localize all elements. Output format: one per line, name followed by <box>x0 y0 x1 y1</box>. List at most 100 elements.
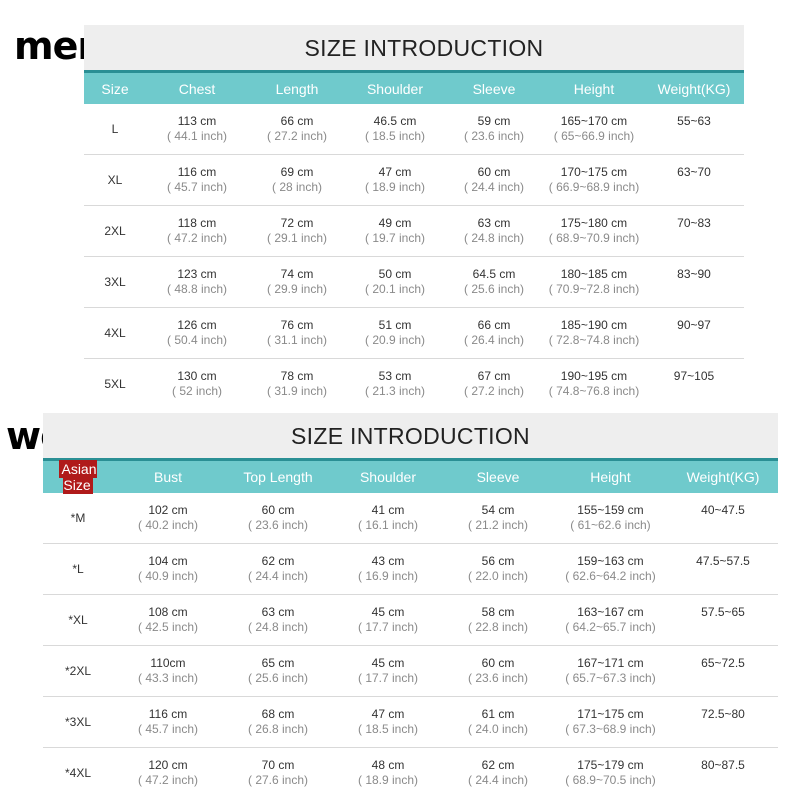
shoulder-cm-value: 48 cm <box>371 758 405 772</box>
height-inch-value: ( 61~62.6 inch) <box>570 518 651 532</box>
chest-cell: 116 cm( 45.7 inch) <box>146 154 248 206</box>
table-row: 4XL 126 cm( 50.4 inch) 76 cm( 31.1 inch) 51… <box>84 307 744 359</box>
height-inch-value: ( 62.6~64.2 inch) <box>565 569 656 583</box>
length-inch-value: ( 29.9 inch) <box>266 282 328 296</box>
size-cell: *2XL <box>43 645 113 697</box>
size-value: *XL <box>68 612 88 627</box>
height-cell: 180~185 cm( 70.9~72.8 inch) <box>544 256 644 308</box>
sleeve-cm-value: 62 cm <box>481 758 515 772</box>
women-title-divider <box>43 458 778 461</box>
height-cell: 190~195 cm( 74.8~76.8 inch) <box>544 359 644 410</box>
length-cm-value: 72 cm <box>280 216 314 230</box>
sleeve-cell: 56 cm( 22.0 inch) <box>443 543 553 595</box>
column-header-weight: Weight(KG) <box>668 461 778 493</box>
shoulder-inch-value: ( 16.1 inch) <box>357 518 419 532</box>
sleeve-cell: 67 cm( 27.2 inch) <box>444 359 544 410</box>
table-row: XL 116 cm( 45.7 inch) 69 cm( 28 inch) 47 cm… <box>84 154 744 206</box>
size-cell: *L <box>43 543 113 595</box>
height-cell: 171~175 cm( 67.3~68.9 inch) <box>553 696 668 748</box>
shoulder-cell: 43 cm( 16.9 inch) <box>333 543 443 595</box>
length-cm-value: 66 cm <box>280 114 314 128</box>
sleeve-inch-value: ( 21.2 inch) <box>467 518 529 532</box>
table-row: *XL 108 cm( 42.5 inch) 63 cm( 24.8 inch) 45… <box>43 594 778 646</box>
height-cm-value: 170~175 cm <box>560 165 628 179</box>
asian-size-highlight: Asian Size <box>59 460 97 494</box>
chest-inch-value: ( 44.1 inch) <box>166 129 228 143</box>
chest-cm-value: 116 cm <box>177 165 217 179</box>
chest-cell: 126 cm( 50.4 inch) <box>146 307 248 359</box>
column-header-asian-size: Asian Size <box>43 460 113 494</box>
chest-cm-value: 130 cm <box>177 369 217 383</box>
length-inch-value: ( 26.8 inch) <box>247 722 309 736</box>
weight-value: 65~72.5 <box>701 655 745 670</box>
bust-cm-value: 116 cm <box>148 707 188 721</box>
bust-cm-value: 108 cm <box>148 605 188 619</box>
sleeve-cm-value: 60 cm <box>477 165 511 179</box>
shoulder-cm-value: 53 cm <box>378 369 412 383</box>
weight-value: 40~47.5 <box>701 502 745 517</box>
length-inch-value: ( 27.6 inch) <box>247 773 309 787</box>
chest-cm-value: 123 cm <box>177 267 217 281</box>
size-cell: L <box>84 104 146 155</box>
chest-inch-value: ( 47.2 inch) <box>166 231 228 245</box>
column-header-height: Height <box>544 73 644 104</box>
bust-cm-value: 120 cm <box>148 758 188 772</box>
shoulder-cm-value: 43 cm <box>371 554 405 568</box>
sleeve-inch-value: ( 24.8 inch) <box>463 231 525 245</box>
height-inch-value: ( 68.9~70.5 inch) <box>565 773 656 787</box>
shoulder-cm-value: 41 cm <box>371 503 405 517</box>
length-cm-value: 70 cm <box>261 758 295 772</box>
column-header-weight: Weight(KG) <box>644 73 744 104</box>
size-cell: 2XL <box>84 205 146 257</box>
bust-inch-value: ( 47.2 inch) <box>137 773 199 787</box>
sleeve-cm-value: 58 cm <box>481 605 515 619</box>
sleeve-cell: 59 cm( 23.6 inch) <box>444 104 544 155</box>
men-size-title: SIZE INTRODUCTION <box>84 25 744 71</box>
shoulder-cell: 45 cm( 17.7 inch) <box>333 594 443 646</box>
sleeve-cm-value: 54 cm <box>481 503 515 517</box>
shoulder-cell: 50 cm( 20.1 inch) <box>346 256 444 308</box>
sleeve-cell: 66 cm( 26.4 inch) <box>444 307 544 359</box>
length-cm-value: 78 cm <box>280 369 314 383</box>
sleeve-cell: 60 cm( 23.6 inch) <box>443 645 553 697</box>
height-cm-value: 175~179 cm <box>577 758 644 772</box>
chest-inch-value: ( 45.7 inch) <box>166 180 228 194</box>
shoulder-cell: 47 cm( 18.9 inch) <box>346 154 444 206</box>
chest-cell: 113 cm( 44.1 inch) <box>146 104 248 155</box>
chest-cell: 118 cm( 47.2 inch) <box>146 205 248 257</box>
sleeve-inch-value: ( 27.2 inch) <box>463 384 525 398</box>
chest-inch-value: ( 52 inch) <box>171 384 223 398</box>
weight-value: 55~63 <box>677 113 711 128</box>
sleeve-cm-value: 60 cm <box>481 656 515 670</box>
sleeve-cell: 54 cm( 21.2 inch) <box>443 493 553 544</box>
length-inch-value: ( 24.8 inch) <box>247 620 309 634</box>
shoulder-cell: 51 cm( 20.9 inch) <box>346 307 444 359</box>
chest-cell: 130 cm( 52 inch) <box>146 359 248 410</box>
weight-cell: 57.5~65 <box>668 594 778 646</box>
length-cell: 62 cm( 24.4 inch) <box>223 543 333 595</box>
weight-cell: 83~90 <box>644 256 744 308</box>
size-cell: *3XL <box>43 696 113 748</box>
weight-value: 63~70 <box>677 164 711 179</box>
length-inch-value: ( 27.2 inch) <box>266 129 328 143</box>
bust-inch-value: ( 42.5 inch) <box>137 620 199 634</box>
shoulder-inch-value: ( 21.3 inch) <box>364 384 426 398</box>
height-cm-value: 175~180 cm <box>560 216 628 230</box>
size-value: 5XL <box>104 376 126 391</box>
shoulder-inch-value: ( 18.5 inch) <box>357 722 419 736</box>
table-row: 5XL 130 cm( 52 inch) 78 cm( 31.9 inch) 53 c… <box>84 359 744 410</box>
shoulder-inch-value: ( 18.9 inch) <box>364 180 426 194</box>
table-row: *4XL 120 cm( 47.2 inch) 70 cm( 27.6 inch) 4… <box>43 748 778 799</box>
shoulder-inch-value: ( 19.7 inch) <box>364 231 426 245</box>
bust-cell: 110cm( 43.3 inch) <box>113 645 223 697</box>
sleeve-cm-value: 66 cm <box>477 318 511 332</box>
size-cell: XL <box>84 154 146 206</box>
size-value: XL <box>107 172 123 187</box>
chest-inch-value: ( 48.8 inch) <box>166 282 228 296</box>
table-row: 3XL 123 cm( 48.8 inch) 74 cm( 29.9 inch) 50… <box>84 256 744 308</box>
column-header-length: Length <box>248 73 346 104</box>
size-value: 4XL <box>104 325 126 340</box>
height-inch-value: ( 66.9~68.9 inch) <box>548 180 640 194</box>
length-cell: 78 cm( 31.9 inch) <box>248 359 346 410</box>
bust-inch-value: ( 40.9 inch) <box>137 569 199 583</box>
